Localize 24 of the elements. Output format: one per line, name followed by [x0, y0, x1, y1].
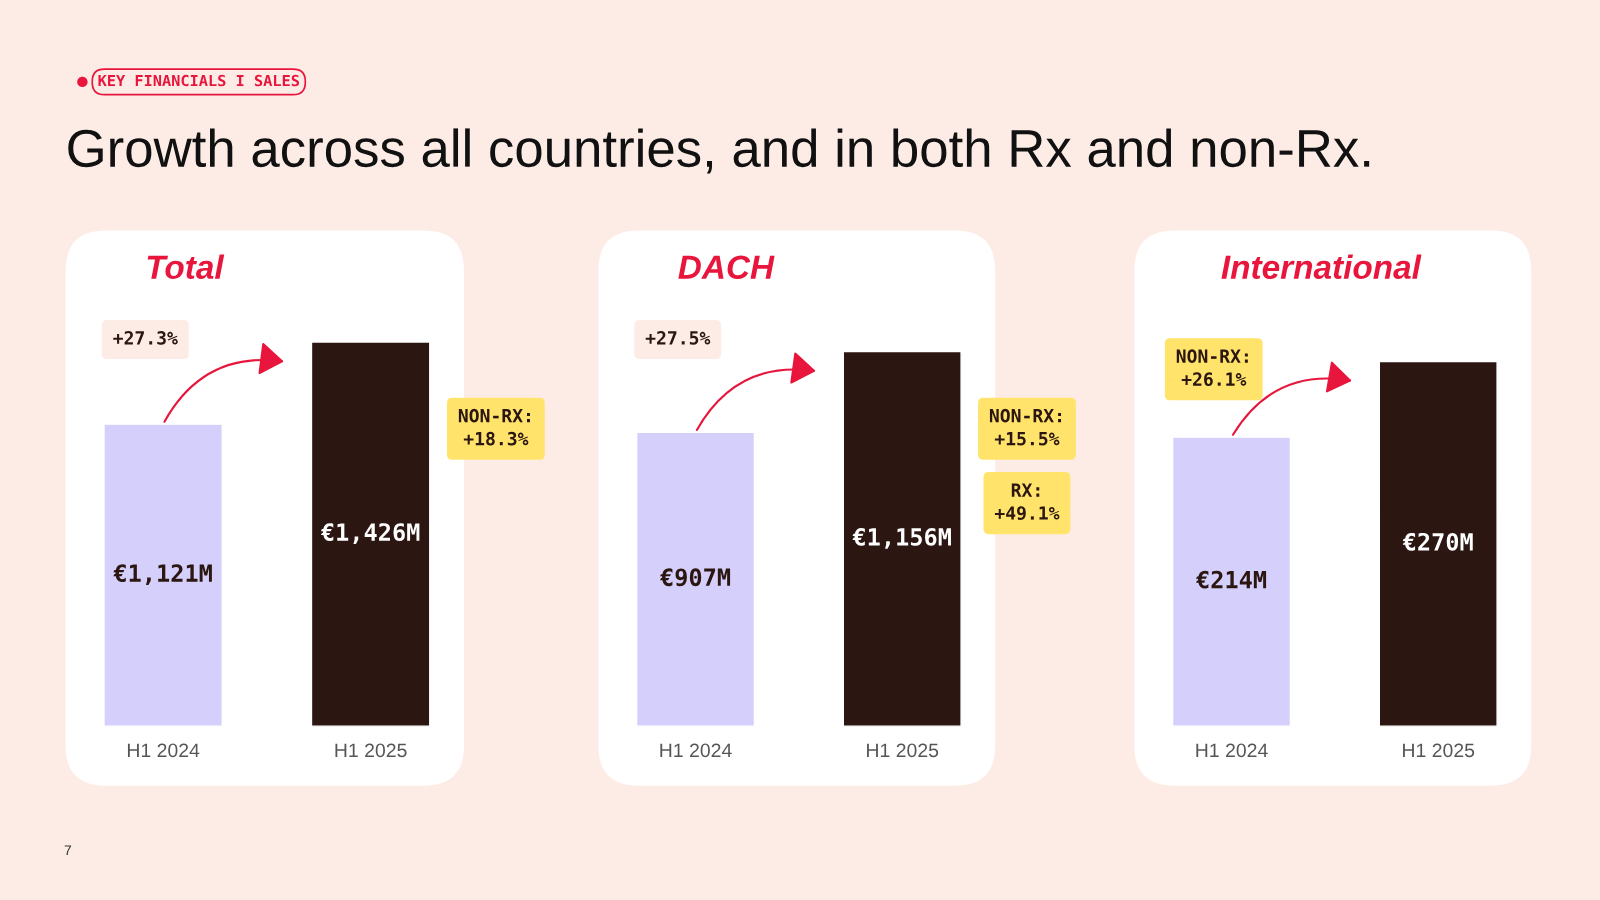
text: Total: [147, 254, 225, 280]
annotation: RX: +49.1%: [994, 483, 1060, 520]
x-tick-label: H1 2025: [867, 743, 939, 758]
data-label: €1,426M: [320, 523, 420, 544]
annotation: +27.5%: [645, 331, 711, 345]
text: Growth across all countries, and in both Rx and non-Rx.: [68, 128, 1370, 174]
annotation: NON-RX: +18.3%: [458, 408, 530, 446]
x-tick-label: H1 2025: [1403, 743, 1475, 758]
x-tick-label: H1 2025: [335, 743, 407, 758]
x-tick-label: H1 2024: [660, 743, 732, 758]
text: KEY FINANCIALS I SALES: [98, 74, 300, 87]
data-label: €1,121M: [113, 564, 212, 586]
text: International: [1221, 254, 1422, 280]
data-label: €214M: [1196, 570, 1267, 589]
data-label: €907M: [660, 568, 731, 587]
annotation: NON-RX: +26.1%: [1176, 349, 1248, 386]
text: 7: [64, 845, 72, 855]
annotation: +27.3%: [113, 331, 178, 345]
data-label: €1,156M: [852, 527, 951, 549]
annotation: NON-RX: +15.5%: [989, 408, 1062, 446]
x-tick-label: H1 2024: [1196, 743, 1268, 758]
x-tick-label: H1 2024: [127, 743, 200, 758]
data-label: €270M: [1402, 532, 1473, 551]
text: DACH: [678, 255, 775, 280]
